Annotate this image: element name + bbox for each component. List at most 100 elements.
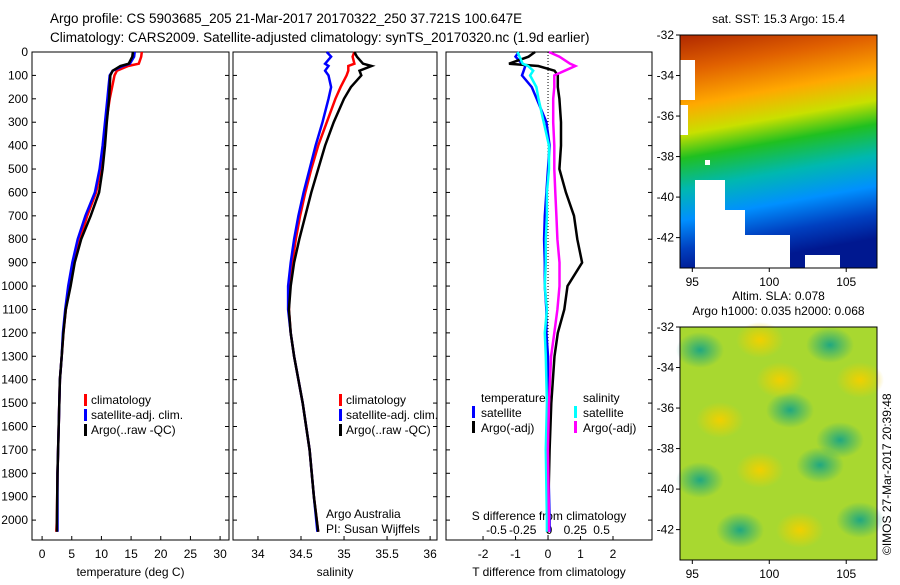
x-tick-label: 2 <box>610 547 617 561</box>
x-tick-label: 0 <box>545 547 552 561</box>
land-mask <box>805 255 840 270</box>
map-title: sat. SST: 15.3 Argo: 15.4 <box>712 12 845 26</box>
y-tick-label: 900 <box>8 256 28 270</box>
legend-title-temperature: temperature <box>481 391 546 405</box>
y-tick-label: 700 <box>8 209 28 223</box>
x-tick-label: 34 <box>251 547 265 561</box>
x-tick-label: 35 <box>337 547 351 561</box>
sla-anomaly <box>836 502 884 538</box>
y-tick-label: -36 <box>657 401 675 415</box>
y-tick-label: 2000 <box>1 513 28 527</box>
plot-frame <box>232 51 438 541</box>
sla-anomaly <box>836 362 884 398</box>
y-tick-label: -34 <box>657 69 675 83</box>
plot-frame <box>31 51 230 541</box>
y-tick-label: 400 <box>8 139 28 153</box>
y-tick-label: 1100 <box>2 302 28 316</box>
series-line-argo <box>55 51 135 532</box>
map-title-line-1: Altim. SLA: 0.078 <box>732 289 825 303</box>
x-tick-label: -2 <box>478 547 489 561</box>
y-tick-label: 1900 <box>1 490 28 504</box>
y-tick-label: -42 <box>657 231 675 245</box>
legend-swatch-sal_satellite <box>574 406 577 418</box>
y-tick-label: 1800 <box>1 466 28 480</box>
panel-salinity: 34 34.5 35 35.5 36 salinity climatologysatelli… <box>232 51 438 579</box>
x-tick-label: -1 <box>510 547 521 561</box>
x-axis-label: T difference from climatology <box>472 565 626 579</box>
legend-label: satellite-adj. clim. <box>91 408 183 422</box>
x-tick-label: 34.5 <box>289 547 313 561</box>
x-axis-label: temperature (deg C) <box>76 565 184 579</box>
legend-swatch-satellite <box>472 406 475 418</box>
x-tick-label: 30 <box>213 547 227 561</box>
y-tick-label: 1300 <box>1 349 28 363</box>
sla-anomaly <box>736 322 784 358</box>
x-tick-label: 0 <box>39 547 46 561</box>
map-frame <box>679 34 878 269</box>
land-mask <box>680 60 695 100</box>
x-tick-label: 20 <box>154 547 168 561</box>
legend-label: Argo(-adj) <box>583 421 636 435</box>
legend-swatch-satellite <box>84 409 87 421</box>
x2-tick-label: -0.25 <box>509 523 537 537</box>
legend-label: climatology <box>91 393 151 407</box>
map-sst-map: sat. SST: 15.3 Argo: 15.4 95 100 105 -32 -34 -… <box>657 12 878 289</box>
y-tick-label: 1400 <box>1 373 28 387</box>
y-tick-label: 200 <box>8 92 28 106</box>
series-line-sal_satellite <box>516 51 551 532</box>
legend-label: Argo(..raw -QC) <box>91 423 176 437</box>
y-tick-label: 500 <box>8 162 28 176</box>
legend-swatch-climatology <box>339 394 342 406</box>
y-tick-label: 800 <box>8 232 28 246</box>
legend-label: climatology <box>346 393 406 407</box>
sla-anomaly <box>806 327 854 363</box>
x-tick-label: 36 <box>423 547 437 561</box>
y-tick-label: -40 <box>657 190 675 204</box>
x-tick-label: 10 <box>95 547 109 561</box>
x-tick-label: 35.5 <box>375 547 399 561</box>
sla-anomaly <box>766 392 814 428</box>
y-tick-label: 0 <box>21 45 28 59</box>
imos-credit: ©IMOS 27-Mar-2017 20:39:48 <box>880 393 894 555</box>
y-tick-label: -34 <box>657 361 675 375</box>
y-tick-label: 1000 <box>1 279 28 293</box>
map-title-line-2: Argo h1000: 0.035 h2000: 0.068 <box>692 304 864 318</box>
sla-anomaly <box>756 362 804 398</box>
y-tick-label: -38 <box>657 150 675 164</box>
title-line-2: Climatology: CARS2009. Satellite-adjuste… <box>50 30 590 45</box>
y-tick-label: 1200 <box>1 326 28 340</box>
x-tick-label: 100 <box>759 275 779 289</box>
series-line-argo <box>287 51 376 532</box>
title-line-1: Argo profile: CS 5903685_205 21-Mar-2017… <box>50 11 522 26</box>
x-tick-label: 95 <box>686 275 700 289</box>
sla-anomaly <box>676 462 724 498</box>
land-mask <box>680 105 688 135</box>
legend-title-salinity: salinity <box>583 391 620 405</box>
legend-swatch-climatology <box>84 394 87 406</box>
y-tick-label: -32 <box>657 320 675 334</box>
y-tick-label: 1700 <box>1 443 28 457</box>
y-tick-label: 300 <box>8 115 28 129</box>
legend-swatch-argo <box>339 424 342 436</box>
series-line-sal_argo <box>546 50 579 532</box>
x-tick-label: 105 <box>836 567 856 580</box>
legend-swatch-satellite <box>339 409 342 421</box>
legend-label: Argo(..raw -QC) <box>346 423 431 437</box>
x2-tick-label: -0.5 <box>486 523 507 537</box>
sla-anomaly <box>676 332 724 368</box>
panel-difference: -2 -1 0 1 2 T difference from climatology -0.5… <box>445 50 653 579</box>
x-tick-label: 1 <box>577 547 584 561</box>
legend-label: satellite-adj. clim. <box>346 408 438 422</box>
x-tick-label: 95 <box>686 567 700 580</box>
y-tick-label: 1600 <box>1 419 28 433</box>
land-mask <box>695 180 725 270</box>
panel-temperature: 0100200300400500600700800900100011001200… <box>1 45 230 579</box>
y-tick-label: 1500 <box>1 396 28 410</box>
y-tick-label: -40 <box>657 482 675 496</box>
x2-tick-label: 0.25 <box>564 523 588 537</box>
series-line-argo <box>508 50 584 532</box>
x-axis-label: salinity <box>317 565 354 579</box>
x-tick-label: 105 <box>836 275 856 289</box>
